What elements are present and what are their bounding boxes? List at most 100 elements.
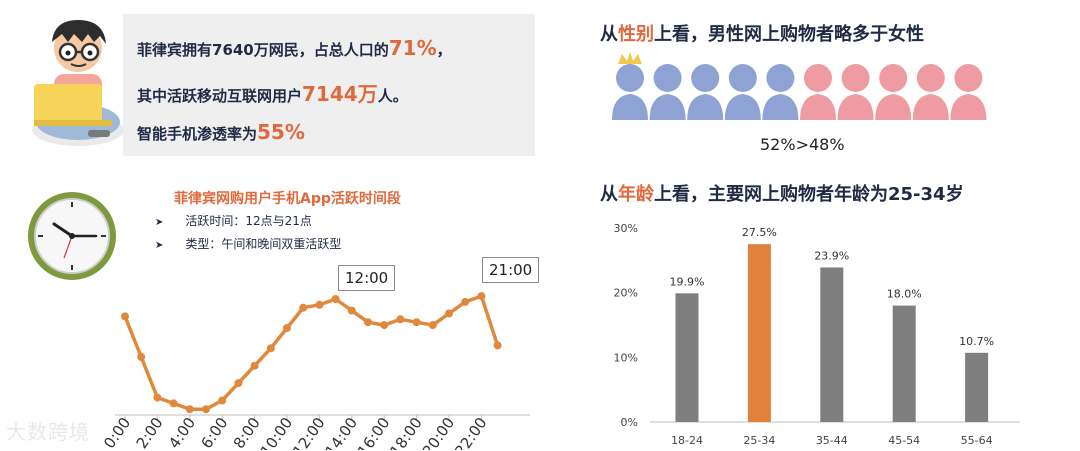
app-chart-title: 菲律宾网购用户手机App活跃时间段 bbox=[174, 191, 401, 207]
data-label: 27.5% bbox=[742, 226, 777, 239]
smartphone-penetration-value: 55% bbox=[257, 120, 305, 144]
x-tick-label: 18:00 bbox=[386, 414, 426, 450]
title-highlight: 性别 bbox=[618, 24, 654, 45]
activity-point-15 bbox=[364, 318, 372, 327]
y-tick-label: 10% bbox=[614, 351, 638, 364]
x-tick-label: 6:00 bbox=[197, 414, 231, 450]
x-tick-label: 2:00 bbox=[133, 414, 167, 450]
male-person-icon bbox=[612, 64, 648, 120]
age-bar-chart: 0% 10% 20% 30% 19.9% 18-24 27.5% 25-34 23.9% 35-4… bbox=[614, 222, 1020, 447]
mobile-users-suffix: 人。 bbox=[377, 87, 408, 105]
female-person-icon bbox=[875, 64, 912, 120]
smartphone-penetration-text: 智能手机渗透率为 bbox=[137, 125, 258, 143]
activity-line bbox=[123, 294, 500, 411]
gender-people-icons bbox=[612, 52, 987, 120]
crown-icon bbox=[618, 52, 642, 64]
bullet-text: 类型：午间和晚间双重活跃型 bbox=[185, 237, 342, 251]
internet-stats-box: 菲律宾拥有7640万网民，占总人口的71%， 其中活跃移动互联网用户7144万人… bbox=[123, 14, 535, 156]
activity-point-17 bbox=[396, 315, 405, 324]
bar-18-24 bbox=[675, 293, 699, 422]
male-person-icon bbox=[724, 64, 761, 120]
activity-point-5 bbox=[202, 405, 210, 414]
activity-point-3 bbox=[169, 399, 178, 408]
activity-point-21 bbox=[461, 297, 470, 306]
age-section-title: 从年龄上看，主要网上购物者年龄为25-34岁 bbox=[600, 180, 964, 206]
title-prefix: 从 bbox=[600, 24, 618, 45]
activity-point-4 bbox=[185, 405, 194, 414]
activity-point-18 bbox=[412, 318, 421, 327]
activity-point-6 bbox=[218, 396, 227, 405]
y-tick-label: 30% bbox=[614, 222, 638, 235]
x-tick-label: 20:00 bbox=[419, 414, 459, 450]
activity-point-10 bbox=[283, 324, 291, 332]
male-person-icon bbox=[649, 64, 686, 120]
arrow-bullet-icon: ➤ bbox=[155, 217, 164, 228]
activity-point-14 bbox=[347, 306, 356, 315]
female-person-icon bbox=[950, 64, 987, 120]
data-label: 23.9% bbox=[814, 249, 849, 262]
arrow-bullet-icon: ➤ bbox=[155, 240, 164, 251]
activity-point-2 bbox=[153, 393, 162, 402]
x-tick-label: 55-64 bbox=[961, 434, 993, 447]
callout-21: 21:00 bbox=[482, 257, 540, 283]
female-person-icon bbox=[800, 64, 836, 120]
x-tick-label: 45-54 bbox=[888, 434, 920, 447]
male-person-icon bbox=[687, 64, 724, 120]
x-tick-label: 25-34 bbox=[743, 434, 775, 447]
bullet-active-time: ➤ 活跃时间：12点与21点 bbox=[155, 212, 312, 229]
male-person-icon bbox=[762, 64, 799, 120]
x-tick-label: 16:00 bbox=[354, 414, 394, 450]
person-laptop-illustration bbox=[32, 20, 124, 146]
internet-users-line: 菲律宾拥有7640万网民，占总人口的71%， bbox=[137, 36, 452, 60]
y-tick-label: 20% bbox=[614, 287, 638, 300]
activity-point-16 bbox=[380, 321, 389, 330]
activity-point-0 bbox=[121, 312, 129, 321]
activity-point-11 bbox=[299, 303, 308, 312]
gender-ratio-label: 52%>48% bbox=[760, 135, 845, 154]
activity-point-7 bbox=[234, 379, 243, 388]
bar-35-44 bbox=[820, 267, 844, 422]
data-label: 19.9% bbox=[670, 275, 705, 288]
bar-45-54 bbox=[892, 305, 916, 422]
activity-point-8 bbox=[250, 361, 259, 370]
activity-point-23 bbox=[493, 341, 502, 350]
x-tick-label: 18-24 bbox=[671, 434, 703, 447]
female-person-icon bbox=[912, 64, 949, 120]
x-tick-label: 14:00 bbox=[322, 414, 362, 450]
smartphone-penetration-line: 智能手机渗透率为55% bbox=[137, 120, 305, 144]
bar-55-64 bbox=[965, 352, 989, 422]
internet-users-text: 菲律宾拥有7640万网民，占总人口的 bbox=[137, 41, 389, 59]
data-label: 10.7% bbox=[959, 335, 994, 348]
app-activity-line-chart: 0:002:004:006:008:0010:0012:0014:0016:00… bbox=[100, 292, 530, 450]
x-tick-label: 10:00 bbox=[257, 414, 297, 450]
x-tick-label: 4:00 bbox=[165, 414, 199, 450]
activity-point-20 bbox=[445, 309, 453, 318]
bar-25-34 bbox=[747, 244, 771, 422]
x-tick-label: 0:00 bbox=[100, 414, 134, 450]
activity-point-1 bbox=[137, 353, 146, 361]
y-tick-label: 0% bbox=[621, 416, 638, 429]
female-person-icon bbox=[837, 64, 874, 120]
title-rest: 上看，男性网上购物者略多于女性 bbox=[654, 24, 924, 45]
activity-point-13 bbox=[331, 295, 340, 303]
x-tick-label: 22:00 bbox=[451, 414, 491, 450]
title-rest: 上看，主要网上购物者年龄为25-34岁 bbox=[654, 184, 964, 205]
activity-point-19 bbox=[428, 321, 437, 330]
bullet-text: 活跃时间：12点与21点 bbox=[185, 214, 312, 228]
mobile-users-line: 其中活跃移动互联网用户7144万人。 bbox=[137, 78, 408, 107]
watermark: 大数跨境 bbox=[6, 420, 90, 444]
activity-point-12 bbox=[315, 300, 324, 309]
gender-section-title: 从性别上看，男性网上购物者略多于女性 bbox=[600, 20, 924, 46]
x-tick-label: 8:00 bbox=[230, 414, 264, 450]
activity-point-9 bbox=[266, 344, 275, 353]
data-label: 18.0% bbox=[887, 288, 922, 301]
punctuation: ， bbox=[436, 41, 452, 59]
internet-penetration-value: 71% bbox=[388, 36, 437, 60]
callout-12: 12:00 bbox=[338, 265, 396, 291]
mobile-users-text: 其中活跃移动互联网用户 bbox=[137, 87, 303, 105]
x-tick-label: 35-44 bbox=[816, 434, 848, 447]
activity-point-22 bbox=[477, 292, 486, 301]
title-prefix: 从 bbox=[600, 184, 618, 205]
mobile-users-value: 7144万 bbox=[302, 82, 378, 106]
bullet-type: ➤ 类型：午间和晚间双重活跃型 bbox=[155, 235, 341, 252]
